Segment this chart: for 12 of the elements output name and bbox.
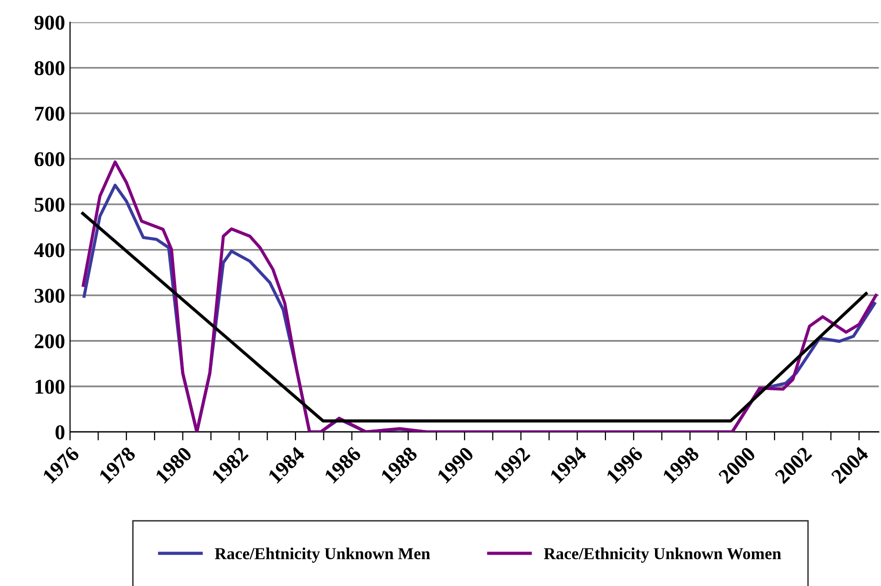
- y-tick-label: 600: [34, 152, 64, 166]
- y-tick-label: 800: [34, 61, 64, 76]
- legend-label: Race/Ethnicity Unknown Women: [544, 548, 782, 563]
- y-tick-label: 700: [35, 106, 64, 121]
- y-tick-label: 300: [34, 288, 64, 303]
- legend-label: Race/Ehtnicity Unknown Men: [214, 548, 430, 563]
- y-tick-label: 400: [34, 243, 64, 258]
- y-tick-label: 200: [34, 334, 64, 348]
- y-tick-label: 0: [56, 425, 64, 440]
- y-tick-label: 100: [36, 380, 64, 394]
- y-tick-label: 500: [34, 198, 64, 212]
- y-tick-label: 900: [34, 16, 64, 30]
